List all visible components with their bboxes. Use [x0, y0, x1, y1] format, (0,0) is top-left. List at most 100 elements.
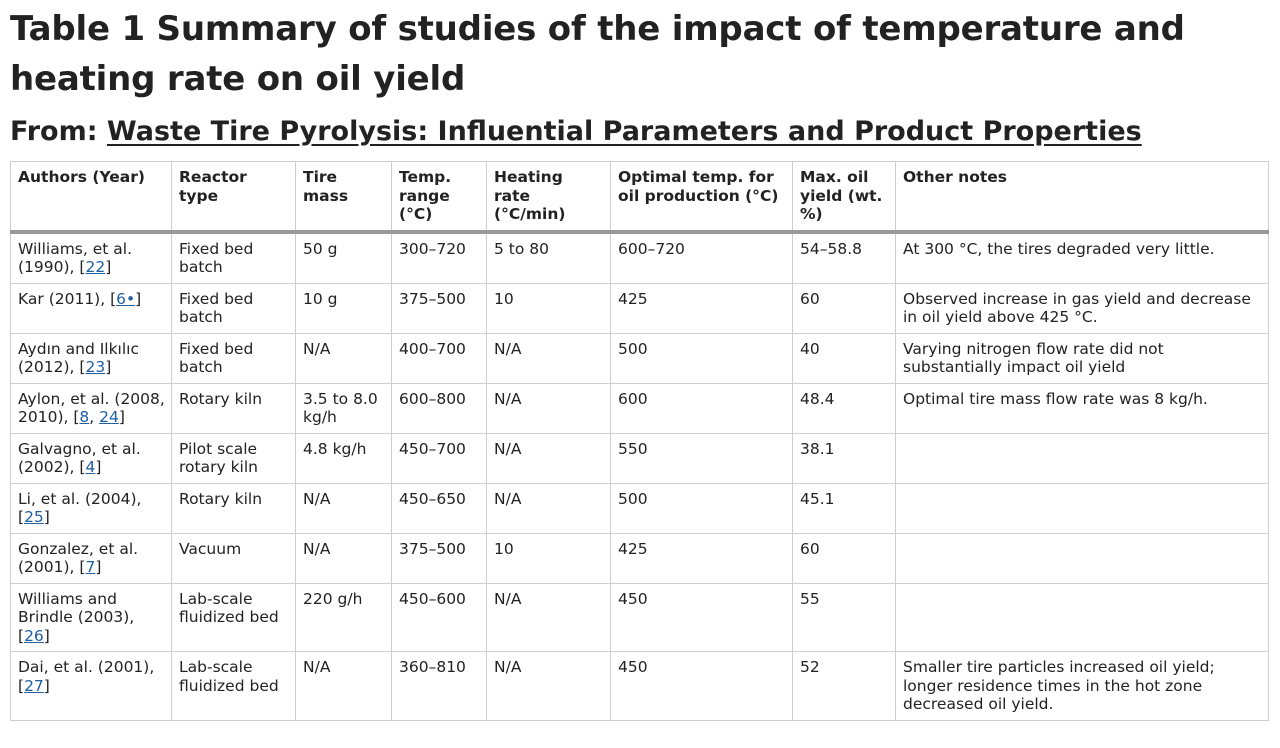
article-link[interactable]: Waste Tire Pyrolysis: Influential Parame…	[106, 116, 1142, 147]
cell-temp: 375–500	[391, 282, 487, 334]
cell-optimal: 425	[610, 282, 793, 334]
cell-reactor: Rotary kiln	[171, 482, 296, 534]
cell-optimal: 500	[610, 482, 793, 534]
author-text: Galvagno, et al. (2002), [	[18, 439, 141, 477]
cell-temp: 450–700	[391, 432, 487, 484]
reference-link[interactable]: 27	[24, 676, 44, 695]
cell-rate: N/A	[486, 332, 611, 384]
cell-notes: Optimal tire mass flow rate was 8 kg/h.	[895, 382, 1269, 434]
from-line: From: Waste Tire Pyrolysis: Influential …	[10, 112, 1280, 152]
cell-temp: 300–720	[391, 231, 487, 284]
table-header-row: Authors (Year) Reactor type Tire mass Te…	[10, 161, 1269, 234]
cell-temp: 360–810	[391, 651, 487, 721]
cell-yield: 45.1	[792, 482, 896, 534]
column-header: Temp. range (°C)	[391, 161, 487, 234]
table-row: Li, et al. (2004), [25] Rotary kiln N/A 450…	[10, 482, 1269, 534]
from-label: From:	[10, 116, 98, 147]
cell-optimal: 600	[610, 382, 793, 434]
cell-mass: 50 g	[295, 231, 392, 284]
author-text: Kar (2011), [	[18, 289, 117, 308]
reference-link[interactable]: 24	[99, 408, 119, 426]
column-header: Heating rate (°C/min)	[486, 161, 611, 234]
author-text: Dai, et al. (2001), [	[18, 658, 155, 695]
cell-temp: 400–700	[391, 332, 487, 384]
cell-rate: 10	[486, 282, 611, 334]
cell-yield: 48.4	[792, 382, 896, 434]
cell-author: Williams and Brindle (2003), [26]	[10, 582, 172, 652]
cell-author: Li, et al. (2004), [25]	[10, 482, 172, 534]
table-row: Galvagno, et al. (2002), [4] Pilot scale …	[10, 432, 1269, 484]
column-header: Optimal temp. for oil production (°C)	[610, 161, 793, 234]
cell-author: Aylon, et al. (2008, 2010), [8, 24]	[10, 382, 172, 434]
column-header: Authors (Year)	[10, 161, 172, 234]
cell-mass: N/A	[295, 482, 392, 534]
cell-notes	[895, 482, 1269, 534]
cell-rate: N/A	[486, 382, 611, 434]
table-row: Aylon, et al. (2008, 2010), [8, 24] Rotar…	[10, 382, 1269, 434]
cell-yield: 60	[792, 532, 896, 584]
cell-optimal: 425	[610, 532, 793, 584]
author-text: Aylon, et al. (2008, 2010), [	[18, 389, 165, 427]
cell-mass: 4.8 kg/h	[295, 432, 392, 484]
author-text: Aydın and Ilkılıc (2012), [	[18, 339, 140, 377]
cell-yield: 40	[792, 332, 896, 384]
cell-temp: 450–650	[391, 482, 487, 534]
table-row: Kar (2011), [6•] Fixed bed batch 10 g 375–5…	[10, 282, 1269, 334]
cell-mass: N/A	[295, 332, 392, 384]
cell-yield: 38.1	[792, 432, 896, 484]
cell-yield: 52	[792, 651, 896, 721]
table-row: Williams and Brindle (2003), [26] Lab-sca…	[10, 582, 1269, 652]
cell-rate: 10	[486, 532, 611, 584]
summary-table: Authors (Year) Reactor type Tire mass Te…	[10, 161, 1269, 721]
cell-reactor: Pilot scale rotary kiln	[171, 432, 296, 484]
cell-rate: N/A	[486, 432, 611, 484]
author-text: Williams, et al. (1990), [	[18, 239, 133, 277]
table-row: Williams, et al. (1990), [22] Fixed bed b…	[10, 231, 1269, 284]
author-text: Gonzalez, et al. (2001), [	[18, 539, 139, 577]
column-header: Reactor type	[171, 161, 296, 234]
cell-optimal: 500	[610, 332, 793, 384]
cell-notes	[895, 532, 1269, 584]
cell-yield: 54–58.8	[792, 231, 896, 284]
cell-reactor: Fixed bed batch	[171, 332, 296, 384]
cell-author: Gonzalez, et al. (2001), [7]	[10, 532, 172, 584]
reference-link[interactable]: 22	[85, 258, 106, 276]
cell-rate: N/A	[486, 582, 611, 652]
cell-author: Williams, et al. (1990), [22]	[10, 231, 172, 284]
reference-link[interactable]: 23	[85, 358, 106, 376]
cell-reactor: Rotary kiln	[171, 382, 296, 434]
cell-notes: Smaller tire particles increased oil yie…	[895, 651, 1269, 721]
reference-link[interactable]: 4	[85, 458, 96, 476]
cell-mass: 3.5 to 8.0 kg/h	[295, 382, 392, 434]
reference-link[interactable]: 26	[24, 626, 44, 645]
reference-link[interactable]: 8	[79, 408, 90, 426]
table-row: Aydın and Ilkılıc (2012), [23] Fixed bed …	[10, 332, 1269, 384]
table-row: Dai, et al. (2001), [27] Lab-scale fluidi…	[10, 651, 1269, 721]
cell-optimal: 600–720	[610, 231, 793, 284]
cell-temp: 450–600	[391, 582, 487, 652]
cell-notes	[895, 582, 1269, 652]
reference-link[interactable]: 6•	[116, 289, 136, 308]
author-text: Li, et al. (2004), [	[18, 489, 142, 527]
cell-author: Dai, et al. (2001), [27]	[10, 651, 172, 721]
cell-author: Galvagno, et al. (2002), [4]	[10, 432, 172, 484]
cell-notes: Varying nitrogen flow rate did not subst…	[895, 332, 1269, 384]
cell-notes	[895, 432, 1269, 484]
cell-yield: 60	[792, 282, 896, 334]
cell-reactor: Fixed bed batch	[171, 231, 296, 284]
cell-reactor: Vacuum	[171, 532, 296, 584]
reference-link[interactable]: 7	[85, 558, 96, 576]
cell-notes: Observed increase in gas yield and decre…	[895, 282, 1269, 334]
column-header: Tire mass	[295, 161, 392, 234]
cell-optimal: 450	[610, 651, 793, 721]
cell-mass: 220 g/h	[295, 582, 392, 652]
cell-temp: 375–500	[391, 532, 487, 584]
page: Table 1 Summary of studies of the impact…	[10, 9, 1280, 721]
reference-link[interactable]: 25	[24, 508, 44, 526]
cell-optimal: 450	[610, 582, 793, 652]
cell-notes: At 300 °C, the tires degraded very littl…	[895, 231, 1269, 284]
cell-yield: 55	[792, 582, 896, 652]
author-text: Williams and Brindle (2003), [	[18, 589, 135, 645]
cell-optimal: 550	[610, 432, 793, 484]
cell-reactor: Lab-scale fluidized bed	[171, 582, 296, 652]
